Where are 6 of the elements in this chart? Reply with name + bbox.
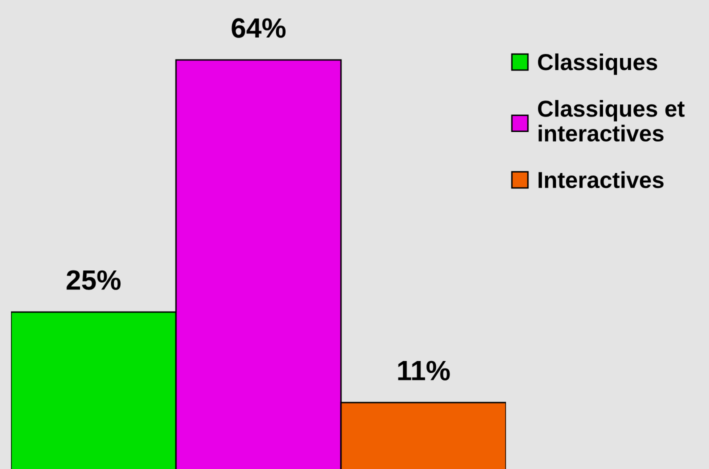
- data-label: 11%: [398, 360, 450, 380]
- legend-label: Classiques: [538, 53, 658, 75]
- legend-label: Classiques et interactives: [538, 100, 685, 142]
- legend-label: Interactives: [538, 171, 664, 188]
- data-label: 64%: [232, 18, 286, 38]
- data-label: 25%: [66, 270, 121, 290]
